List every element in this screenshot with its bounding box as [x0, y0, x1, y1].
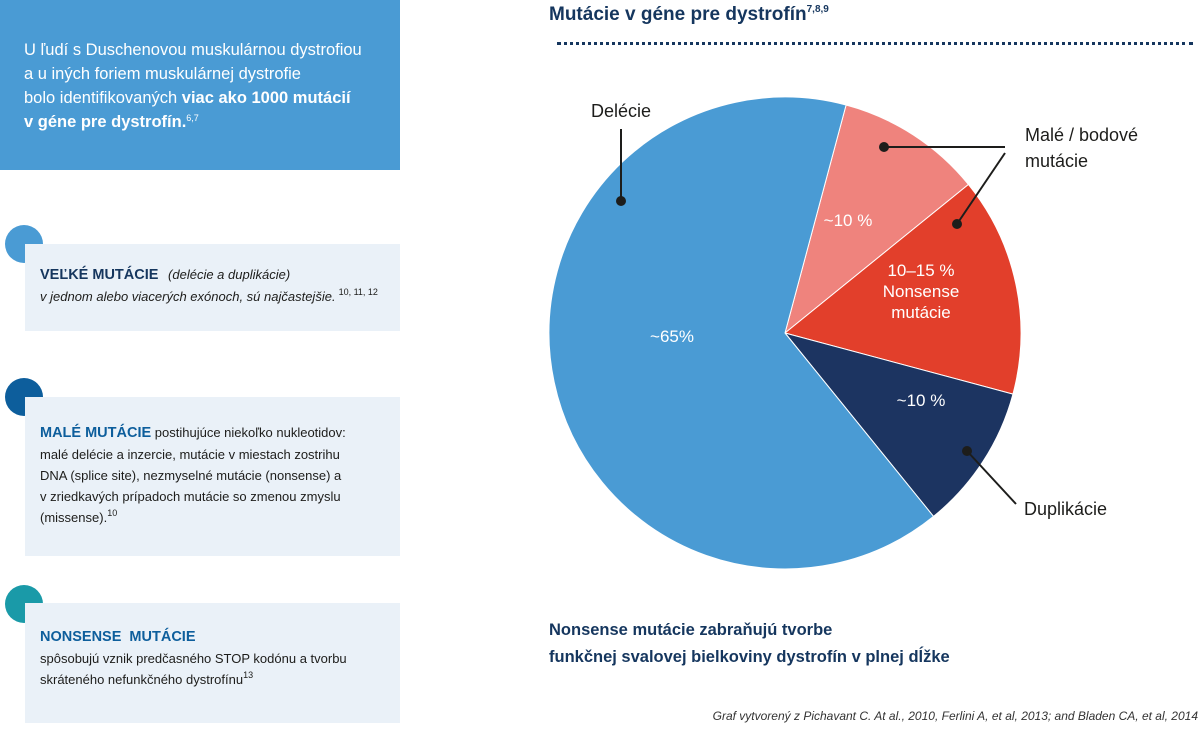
large-mutations-refs: 10, 11, 12	[338, 287, 378, 297]
slice-nonsense	[783, 183, 1022, 395]
leader-nonsense-dot	[952, 219, 962, 229]
label-nonsense-name-2: mutácie	[891, 303, 951, 322]
large-mutations-title: VEĽKÉ MUTÁCIE	[40, 267, 159, 283]
chart-title: Mutácie v géne pre dystrofín7,8,9	[549, 4, 829, 26]
leader-nonsense	[956, 152, 1006, 225]
leader-duplikacie	[966, 450, 1017, 505]
label-nonsense-name-1: Nonsense	[883, 282, 960, 301]
label-nonsense-value: 10–15 %	[887, 261, 954, 280]
label-delecie-value: ~65%	[650, 327, 694, 346]
callout-duplikacie: Duplikácie	[1024, 499, 1107, 519]
nonsense-note: Nonsense mutácie zabraňujú tvorbe funkčn…	[549, 617, 950, 671]
nonsense-mutations-text-1: spôsobujú vznik predčasného STOP kodónu …	[40, 651, 347, 666]
nonsense-mutations-refs: 13	[243, 670, 254, 680]
leader-duplikacie-dot	[962, 446, 972, 456]
nonsense-mutations-text-2: skráteného nefunkčného dystrofínu	[40, 672, 244, 687]
chart-title-text: Mutácie v géne pre dystrofín	[549, 4, 807, 25]
intro-refs: 6,7	[186, 113, 199, 123]
intro-bold-2: v géne pre dystrofín.	[24, 113, 187, 131]
small-mutations-refs: 10	[107, 508, 118, 518]
intro-bold-1: viac ako 1000 mutácií	[181, 89, 351, 107]
small-mutations-text-3: DNA (splice site), nezmyselné mutácie (n…	[40, 468, 342, 483]
label-duplikacie-value: ~10 %	[897, 391, 946, 410]
intro-line-4: v géne pre dystrofín.6,7	[24, 110, 384, 134]
title-dotted-divider	[557, 42, 1193, 45]
large-mutations-heading: VEĽKÉ MUTÁCIE (delécie a duplikácie)	[40, 264, 386, 286]
small-mutations-title: MALÉ MUTÁCIE	[40, 425, 152, 441]
small-mutations-line-1: MALÉ MUTÁCIE postihujúce niekoľko nukleo…	[40, 422, 386, 444]
small-mutations-text-4: v zriedkavých prípadoch mutácie so zmeno…	[40, 489, 341, 504]
source-citation: Graf vytvorený z Pichavant C. At al., 20…	[712, 709, 1198, 723]
callout-male-2: mutácie	[1025, 151, 1088, 171]
slice-delecie	[548, 96, 935, 570]
nonsense-mutations-title: NONSENSE MUTÁCIE	[40, 629, 196, 645]
chart-title-refs: 7,8,9	[806, 4, 829, 15]
intro-box: U ľudí s Duschenovou muskulárnou dystrof…	[0, 0, 400, 170]
note-line-1: Nonsense mutácie zabraňujú tvorbe	[549, 621, 833, 639]
large-mutations-card: VEĽKÉ MUTÁCIE (delécie a duplikácie) v j…	[25, 244, 400, 331]
small-mutations-text-1: postihujúce niekoľko nukleotidov:	[151, 425, 346, 440]
intro-line-2: a u iných foriem muskulárnej dystrofie	[24, 65, 301, 83]
large-mutations-title-note: (delécie a duplikácie)	[168, 267, 291, 282]
pie-leader-lines	[616, 129, 1017, 505]
small-mutations-text-5: (missense).	[40, 510, 108, 525]
intro-line-3-text: bolo identifikovaných	[24, 89, 182, 107]
nonsense-mutations-card: NONSENSE MUTÁCIE spôsobujú vznik predčas…	[25, 603, 400, 723]
small-mutations-text-2: malé delécie a inzercie, mutácie v miest…	[40, 447, 340, 462]
leader-male-dot	[879, 142, 889, 152]
label-male-value: ~10 %	[824, 211, 873, 230]
small-mutations-card: MALÉ MUTÁCIE postihujúce niekoľko nukleo…	[25, 397, 400, 556]
nonsense-mutations-line-2: skráteného nefunkčného dystrofínu13	[40, 669, 386, 690]
intro-line-1: U ľudí s Duschenovou muskulárnou dystrof…	[24, 41, 362, 59]
slice-duplikacie	[783, 332, 1014, 518]
callout-male-1: Malé / bodové	[1025, 125, 1138, 145]
large-mutations-text: v jednom alebo viacerých exónoch, sú naj…	[40, 289, 336, 304]
callout-delecie: Delécie	[591, 101, 651, 121]
leader-delecie-dot	[616, 196, 626, 206]
intro-line-3: bolo identifikovaných viac ako 1000 mutá…	[24, 86, 384, 110]
pie-slices	[548, 96, 1022, 570]
small-mutations-line-5: (missense).10	[40, 507, 386, 528]
large-mutations-body: v jednom alebo viacerých exónoch, sú naj…	[40, 286, 386, 307]
note-line-2: funkčnej svalovej bielkoviny dystrofín v…	[549, 648, 950, 666]
